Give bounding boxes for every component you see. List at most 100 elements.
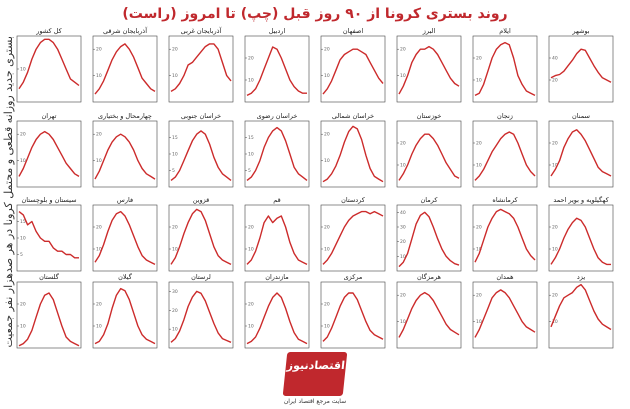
panel-frame: [244, 35, 310, 103]
y-tick-label: 20: [552, 141, 558, 147]
panel-title: آذربایجان غربی: [181, 26, 223, 35]
panel: سیستان و بلوچستان 5 10 15: [16, 196, 82, 272]
panel: کرمان 10 20 30 40: [396, 196, 462, 272]
series-line: [246, 215, 308, 266]
panel-title: سیستان و بلوچستان: [21, 196, 76, 204]
y-tick-label: 20: [400, 141, 406, 147]
logo: اقتصادنیوز: [282, 352, 348, 396]
y-tick-label: 10: [20, 324, 26, 330]
panel-title: بوشهر: [571, 27, 589, 35]
series-line: [170, 43, 232, 92]
panel-title: آذربایجان شرقی: [103, 26, 148, 35]
panel-title: هرمزگان: [417, 273, 442, 281]
y-tick-label: 20: [248, 56, 254, 62]
panel-title: فارس: [117, 196, 133, 204]
y-tick-label: 15: [20, 219, 26, 225]
panel-frame: [320, 120, 386, 188]
y-tick-label: 20: [96, 225, 102, 231]
y-tick-label: 10: [324, 158, 330, 164]
y-tick-label: 10: [324, 324, 330, 330]
series-line: [170, 290, 232, 343]
y-tick-label: 40: [552, 56, 558, 62]
panel-title: گیلان: [118, 273, 133, 281]
y-tick-label: 10: [552, 163, 558, 169]
y-tick-label: 20: [20, 302, 26, 308]
y-tick-label: 20: [172, 47, 178, 53]
y-tick-label: 10: [400, 319, 406, 325]
panel: تهران 10 20: [16, 112, 82, 188]
y-tick-label: 20: [324, 47, 330, 53]
panel: یزد 10 20: [548, 273, 614, 349]
panel-title: کرمانشاه: [492, 196, 518, 204]
y-tick-label: 20: [400, 47, 406, 53]
panel-title: قزوین: [193, 196, 210, 204]
y-tick-label: 20: [476, 293, 482, 299]
panel: آذربایجان شرقی 10 20: [92, 26, 158, 103]
panel-title: خراسان شمالی: [332, 112, 374, 120]
panel-frame: [548, 281, 614, 349]
y-tick-label: 5: [248, 168, 251, 174]
y-tick-label: 20: [96, 132, 102, 138]
panel-title: همدان: [496, 273, 514, 281]
panel-frame: [320, 281, 386, 349]
panel-title: سمنان: [572, 112, 590, 120]
series-line: [246, 292, 308, 345]
panel-title: کل کشور: [35, 27, 62, 35]
y-tick-label: 10: [400, 254, 406, 260]
panel: خراسان جنوبی 5 10 15: [168, 112, 234, 188]
y-tick-label: 10: [476, 319, 482, 325]
y-tick-label: 10: [248, 247, 254, 253]
panel-frame: [396, 204, 462, 272]
panel: زنجان 10 20: [472, 112, 538, 188]
panel: کردستان 10 20: [320, 196, 386, 272]
panel-title: کهگیلویه و بویر احمد: [553, 196, 609, 204]
series-line: [322, 48, 384, 95]
panel-frame: [244, 281, 310, 349]
y-tick-label: 10: [20, 67, 26, 73]
y-tick-label: 20: [172, 225, 178, 231]
panel: مرکزی 10 20: [320, 273, 386, 349]
panel-frame: [320, 35, 386, 103]
panel-frame: [244, 120, 310, 188]
logo-text: اقتصادنیوز: [286, 359, 346, 372]
y-tick-label: 10: [172, 327, 178, 333]
y-tick-label: 10: [476, 78, 482, 84]
panel-frame: [548, 204, 614, 272]
y-tick-label: 10: [96, 158, 102, 164]
panel: خراسان شمالی 10 20: [320, 112, 386, 188]
y-tick-label: 30: [172, 289, 178, 295]
panel: کهگیلویه و بویر احمد 10 20: [548, 196, 614, 272]
y-tick-label: 20: [172, 308, 178, 314]
series-line: [550, 217, 611, 266]
series-line: [322, 210, 384, 265]
panel-title: قم: [273, 196, 280, 204]
panel-frame: [548, 35, 614, 103]
y-tick-label: 20: [400, 293, 406, 299]
series-line: [398, 211, 460, 268]
panel: کل کشور 10: [16, 27, 82, 103]
series-line: [94, 133, 156, 180]
panel: قم 10 20: [244, 196, 310, 272]
series-line: [18, 38, 80, 90]
y-tick-label: 10: [96, 73, 102, 79]
series-line: [550, 48, 612, 83]
y-tick-label: 15: [248, 135, 254, 141]
series-line: [94, 287, 156, 345]
y-tick-label: 20: [248, 225, 254, 231]
y-tick-label: 20: [400, 239, 406, 245]
panel-frame: [396, 281, 462, 349]
panel-frame: [92, 281, 158, 349]
y-tick-label: 10: [96, 247, 102, 253]
panel-title: چهارمحال و بختیاری: [98, 112, 152, 120]
y-tick-label: 10: [248, 78, 254, 84]
y-tick-label: 20: [324, 225, 330, 231]
y-tick-label: 5: [20, 252, 23, 258]
panel-frame: [16, 120, 82, 188]
panel: همدان 10 20: [472, 273, 538, 349]
panel: بوشهر 20 40: [548, 27, 614, 103]
panel: خراسان رضوی 5 10 15: [244, 112, 310, 188]
series-line: [398, 133, 460, 181]
panel: اردبیل 10 20: [244, 27, 310, 103]
series-line: [550, 129, 612, 177]
panel: آذربایجان غربی 10 20: [168, 26, 234, 103]
